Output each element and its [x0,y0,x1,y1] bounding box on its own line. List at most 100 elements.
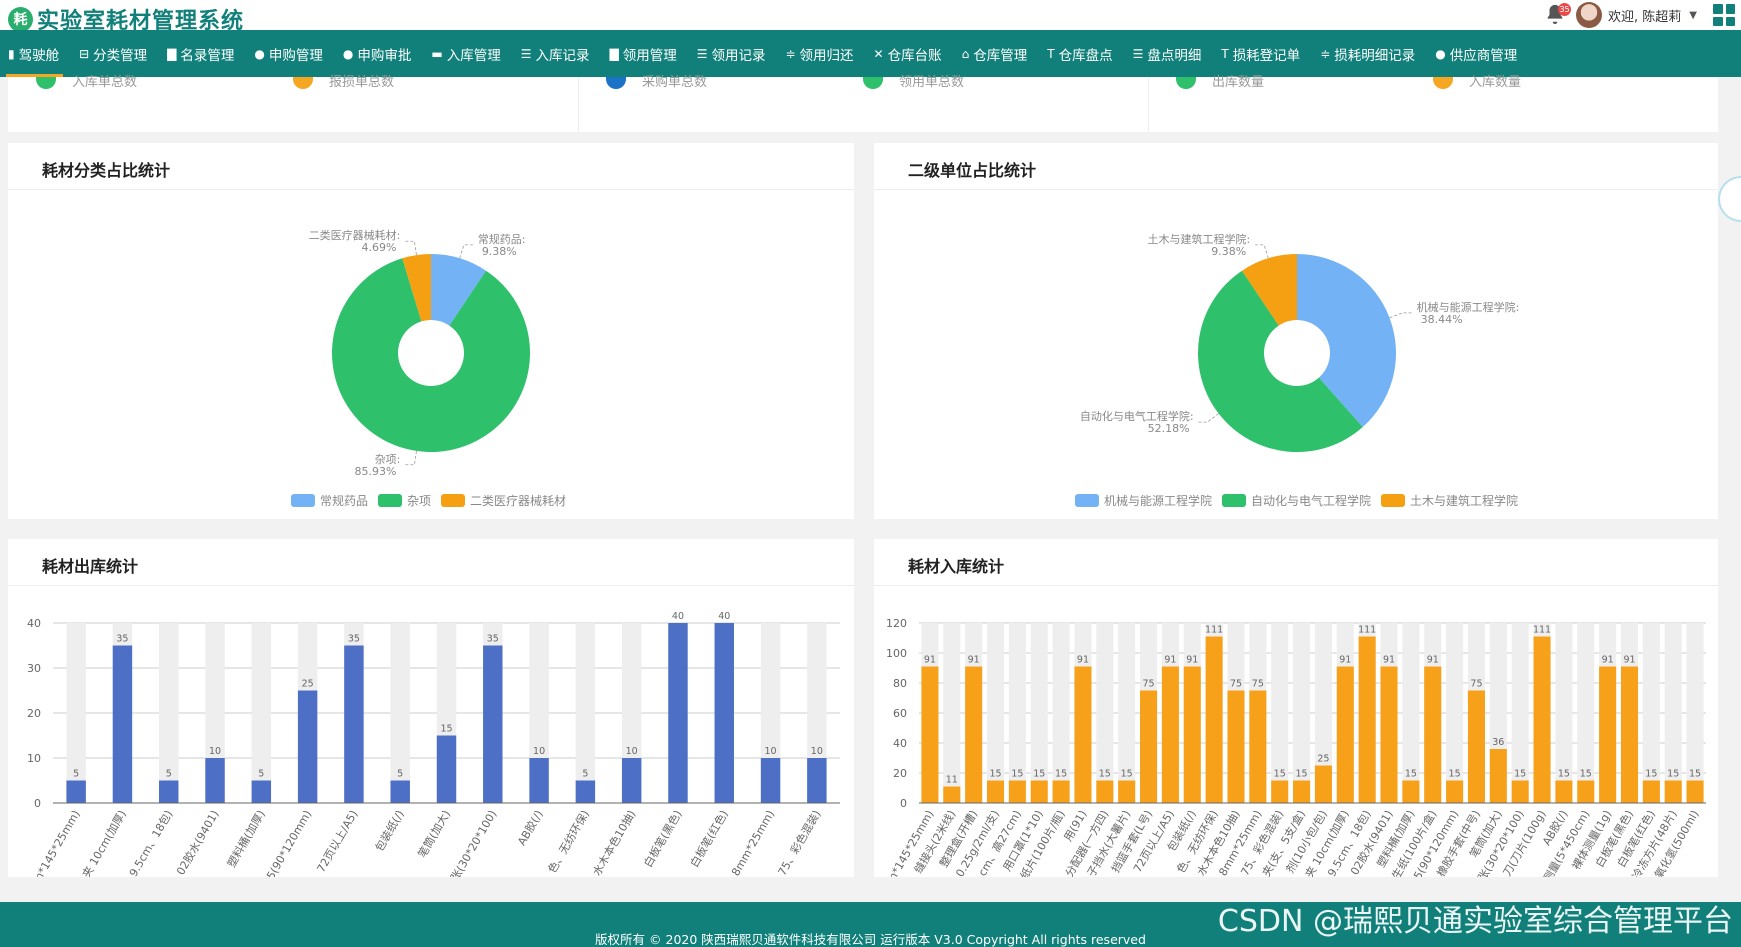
legend-item[interactable]: 自动化与电气工程学院 [1222,492,1371,509]
bar[interactable] [943,786,961,804]
apps-grid-icon[interactable] [1713,4,1735,26]
nav-item-0[interactable]: ▮ 驾驶舱 [5,30,64,77]
bar[interactable] [575,780,596,804]
bar[interactable] [807,758,827,803]
app-logo[interactable]: 耗 实验室耗材管理系统 [8,3,244,35]
bar[interactable] [965,666,983,804]
bar[interactable] [112,645,133,804]
nav-item-label: 仓库管理 [973,47,1028,64]
bar[interactable] [1205,636,1223,804]
bar[interactable] [1402,780,1420,804]
bar[interactable] [1599,666,1617,804]
stat-card[interactable]: 采购单总数 [606,75,707,97]
stat-card[interactable]: 出库数量 [1176,75,1264,97]
bar[interactable] [390,780,410,804]
bar[interactable] [1533,636,1551,804]
nav-item-5[interactable]: ▬ 入库管理 [431,30,500,77]
nav-item-13[interactable]: ☰ 盘点明细 [1133,30,1202,77]
legend-item[interactable]: 杂项 [378,492,431,509]
legend-item[interactable]: 机械与能源工程学院 [1075,492,1212,509]
bar[interactable] [1642,780,1660,804]
bar[interactable] [1336,666,1354,804]
bar[interactable] [714,623,734,803]
bar[interactable] [1271,780,1289,804]
notification-bell[interactable]: 35 [1544,3,1572,27]
bar[interactable] [1183,666,1201,804]
nav-item-2[interactable]: ▇ 名录管理 [167,30,234,77]
bar[interactable] [66,780,86,804]
bar[interactable] [1161,666,1179,804]
legend-item[interactable]: 常规药品 [291,492,368,509]
bar[interactable] [1074,666,1092,804]
bar[interactable] [1140,690,1158,804]
bar[interactable] [1664,780,1682,804]
avatar[interactable] [1576,2,1603,28]
nav-item-11[interactable]: ⌂ 仓库管理 [962,30,1028,77]
bar[interactable] [251,780,272,804]
nav-item-4[interactable]: ● 申购审批 [343,30,411,77]
bar[interactable] [668,623,688,803]
stat-card[interactable]: 报损单总数 [293,75,394,97]
bar[interactable] [1446,780,1464,804]
nav-item-label: 领用归还 [799,47,854,64]
pie-slice[interactable] [431,254,487,326]
bar[interactable] [1577,780,1595,804]
bar[interactable] [1620,666,1639,804]
nav-item-15[interactable]: ≑ 损耗明细记录 [1320,30,1415,77]
bar[interactable] [344,645,364,804]
bar[interactable] [297,690,318,804]
legend-item[interactable]: 二类医疗器械耗材 [441,492,566,509]
bar[interactable] [621,758,642,803]
nav-item-9[interactable]: ≑ 领用归还 [785,30,853,77]
bar[interactable] [1467,690,1485,804]
bar-background [986,623,1005,803]
bar[interactable] [1227,690,1245,804]
bar[interactable] [483,645,503,804]
nav-item-16[interactable]: ● 供应商管理 [1435,30,1517,77]
compress-icon: ✕ [873,46,884,61]
bar[interactable] [205,758,225,803]
nav-item-3[interactable]: ● 申购管理 [254,30,322,77]
bar[interactable] [436,735,457,804]
bar[interactable] [159,780,179,804]
bar[interactable] [1489,749,1507,803]
nav-item-14[interactable]: T 损耗登记单 [1221,30,1300,77]
pie-slice[interactable] [1241,254,1297,326]
bar[interactable] [1052,780,1070,804]
pie-slice[interactable] [332,258,530,453]
bar-value-label: 40 [672,611,684,622]
nav-item-6[interactable]: ☰ 入库记录 [521,30,590,77]
side-float-button[interactable] [1718,176,1741,222]
stat-card[interactable]: 入库单总数 [36,75,137,97]
nav-item-8[interactable]: ☰ 领用记录 [697,30,766,77]
bar[interactable] [1380,666,1398,804]
nav-item-1[interactable]: ⊟ 分类管理 [79,30,147,77]
bar[interactable] [760,758,781,803]
bar[interactable] [1293,780,1311,804]
stat-card[interactable]: 入库数量 [1433,75,1521,97]
pie-slice[interactable] [402,254,431,322]
bar[interactable] [1249,690,1267,804]
bar[interactable] [529,758,549,803]
stat-card[interactable]: 领用单总数 [863,75,964,97]
nav-item-12[interactable]: T 仓库盘点 [1047,30,1112,77]
bar[interactable] [1008,780,1026,804]
bar[interactable] [1424,666,1442,804]
bar[interactable] [1686,780,1704,804]
bar[interactable] [1358,636,1376,804]
bar[interactable] [986,780,1005,804]
pie-slice[interactable] [1197,270,1363,453]
bar[interactable] [1511,780,1529,804]
legend-item[interactable]: 土木与建筑工程学院 [1381,492,1518,509]
bar[interactable] [1096,780,1114,804]
bar[interactable] [921,666,939,804]
bar[interactable] [1030,780,1048,804]
welcome-text[interactable]: 欢迎, 陈超莉 [1608,9,1682,25]
chevron-down-icon[interactable]: ▼ [1689,9,1697,21]
nav-item-7[interactable]: ▇ 领用管理 [609,30,676,77]
bar[interactable] [1555,780,1573,804]
bar[interactable] [1118,780,1136,804]
bar[interactable] [1314,765,1332,804]
nav-item-10[interactable]: ✕ 仓库台账 [874,30,942,77]
pie-slice[interactable] [1297,254,1396,428]
